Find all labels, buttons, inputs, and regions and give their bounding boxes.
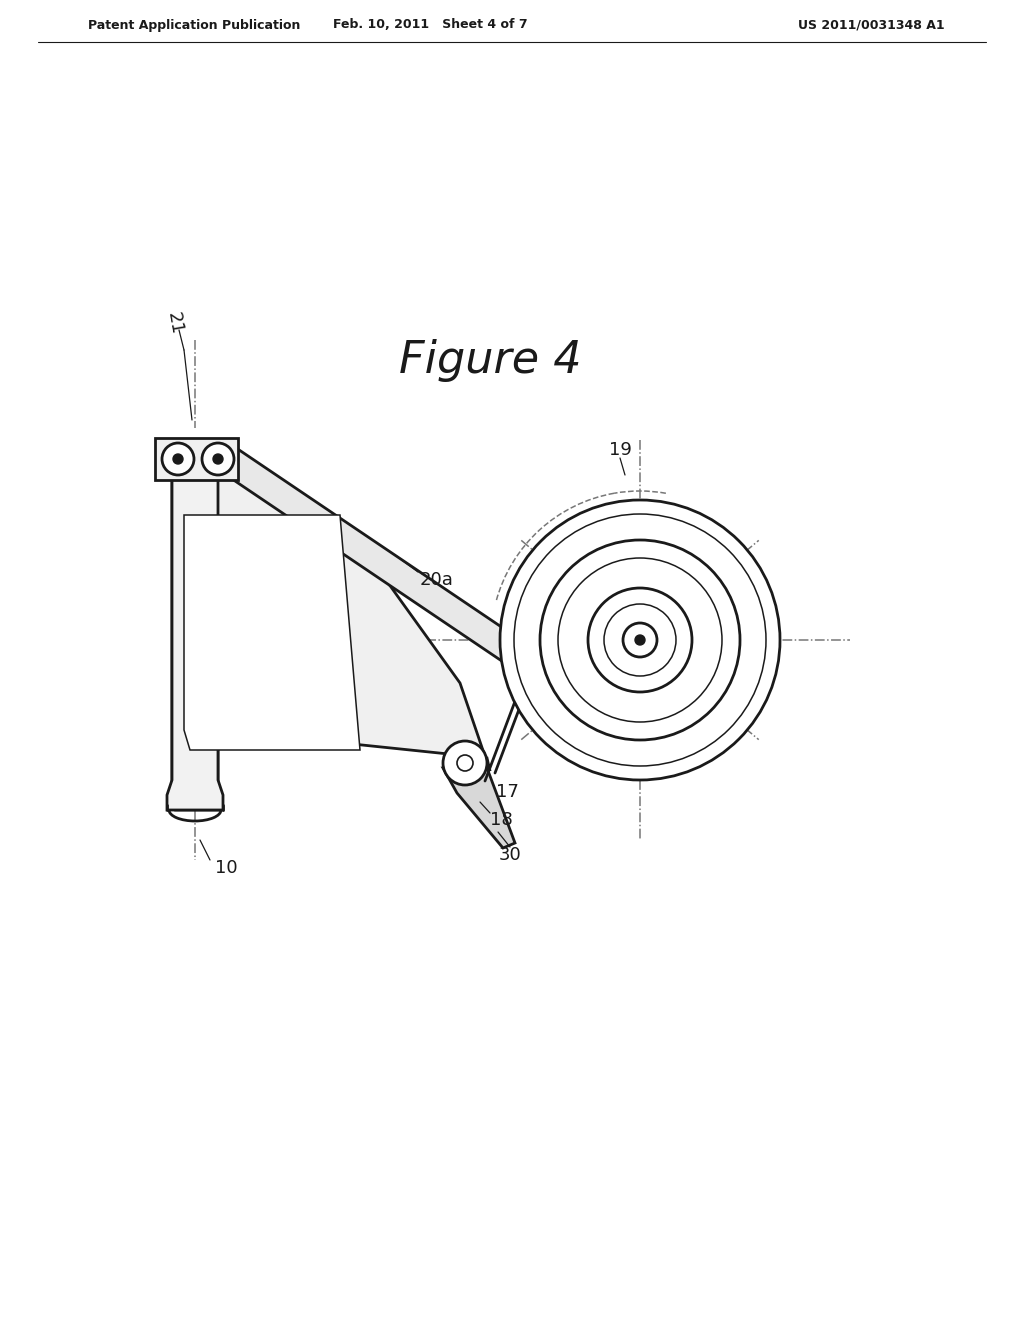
- Circle shape: [558, 558, 722, 722]
- Text: 20a: 20a: [420, 572, 454, 589]
- Polygon shape: [218, 446, 560, 689]
- Circle shape: [540, 540, 740, 741]
- Text: Figure 4: Figure 4: [398, 338, 582, 381]
- Text: US 2011/0031348 A1: US 2011/0031348 A1: [799, 18, 945, 32]
- Text: 18: 18: [490, 810, 513, 829]
- Polygon shape: [155, 438, 238, 480]
- Text: Feb. 10, 2011   Sheet 4 of 7: Feb. 10, 2011 Sheet 4 of 7: [333, 18, 527, 32]
- Circle shape: [514, 513, 766, 766]
- Polygon shape: [169, 450, 490, 810]
- Polygon shape: [167, 450, 223, 810]
- Circle shape: [635, 635, 645, 645]
- Circle shape: [162, 444, 194, 475]
- Text: 21: 21: [164, 310, 185, 335]
- Text: Patent Application Publication: Patent Application Publication: [88, 18, 300, 32]
- Text: 30: 30: [499, 846, 521, 865]
- Circle shape: [213, 454, 223, 465]
- Text: 17: 17: [496, 783, 519, 801]
- Circle shape: [173, 454, 183, 465]
- Circle shape: [443, 741, 487, 785]
- Text: 10: 10: [215, 859, 238, 876]
- Circle shape: [457, 755, 473, 771]
- Circle shape: [500, 500, 780, 780]
- Circle shape: [588, 587, 692, 692]
- Polygon shape: [184, 515, 360, 750]
- Circle shape: [202, 444, 234, 475]
- Circle shape: [623, 623, 657, 657]
- Text: 19: 19: [608, 441, 632, 459]
- Circle shape: [604, 605, 676, 676]
- Polygon shape: [443, 768, 515, 847]
